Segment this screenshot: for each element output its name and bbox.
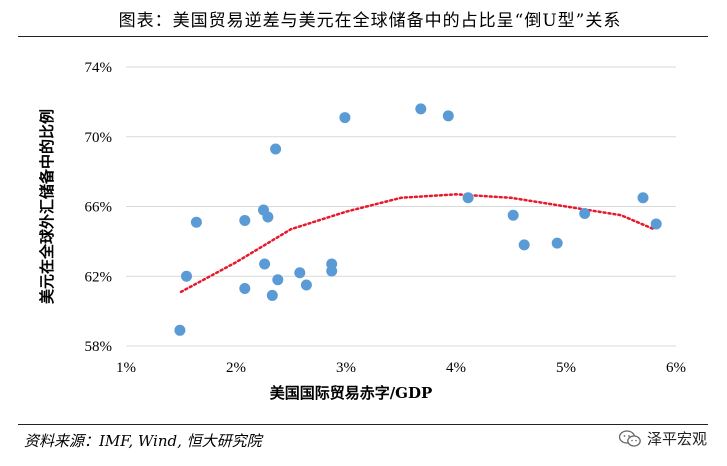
gridlines bbox=[126, 66, 676, 347]
trend-curve bbox=[179, 193, 656, 294]
data-point bbox=[270, 143, 282, 155]
wechat-icon bbox=[618, 429, 641, 447]
data-point bbox=[181, 270, 192, 282]
y-tick-label: 70% bbox=[85, 130, 113, 146]
data-point bbox=[300, 279, 312, 291]
data-point bbox=[579, 207, 591, 219]
data-point bbox=[294, 267, 306, 279]
y-tick-label: 58% bbox=[85, 339, 113, 355]
y-axis-ticks: 58% 62% 66% 70% 74% bbox=[85, 60, 113, 355]
data-point bbox=[650, 218, 662, 230]
x-tick-label: 1% bbox=[116, 360, 136, 376]
data-point bbox=[442, 110, 454, 122]
x-tick-label: 5% bbox=[556, 360, 576, 376]
x-tick-label: 3% bbox=[336, 360, 356, 376]
x-axis-ticks: 1% 2% 3% 4% 5% 6% bbox=[116, 360, 686, 376]
x-axis-title: 美国国际贸易赤字/GDP bbox=[270, 384, 433, 402]
data-point bbox=[339, 112, 351, 124]
data-point bbox=[415, 103, 427, 115]
source-note: 资料来源：IMF, Wind, 恒大研究院 bbox=[24, 432, 262, 450]
x-tick-label: 2% bbox=[226, 360, 246, 376]
data-point bbox=[239, 282, 251, 294]
data-point bbox=[462, 192, 474, 204]
data-point bbox=[174, 324, 186, 336]
data-point bbox=[259, 258, 271, 270]
data-point bbox=[262, 211, 274, 223]
chart-title: 图表：美国贸易逆差与美元在全球储备中的占比呈“倒U型”关系 bbox=[118, 11, 622, 31]
title-divider bbox=[18, 36, 708, 37]
data-point bbox=[272, 274, 284, 286]
data-point bbox=[190, 216, 202, 228]
y-tick-label: 66% bbox=[85, 200, 113, 216]
data-point bbox=[551, 237, 563, 249]
brand-name: 泽平宏观 bbox=[646, 430, 707, 448]
data-point bbox=[266, 289, 278, 301]
footer-divider bbox=[18, 424, 708, 425]
data-point bbox=[239, 214, 251, 226]
scatter-chart: 1% 2% 3% 4% 5% 6% 58% 62% 66% 70% 74% 美国国际贸易赤字/GD… bbox=[38, 60, 686, 402]
data-point bbox=[326, 265, 338, 277]
brand-mark: 泽平宏观 bbox=[618, 428, 707, 449]
y-tick-label: 62% bbox=[85, 269, 113, 285]
data-point bbox=[507, 209, 519, 221]
y-tick-label: 74% bbox=[85, 60, 113, 76]
x-tick-label: 6% bbox=[666, 360, 686, 376]
y-axis-title: 美元在全球外汇储备中的比例 bbox=[38, 109, 56, 304]
data-point bbox=[518, 239, 530, 251]
data-points bbox=[174, 103, 662, 336]
x-tick-label: 4% bbox=[446, 360, 466, 376]
data-point bbox=[637, 192, 649, 204]
